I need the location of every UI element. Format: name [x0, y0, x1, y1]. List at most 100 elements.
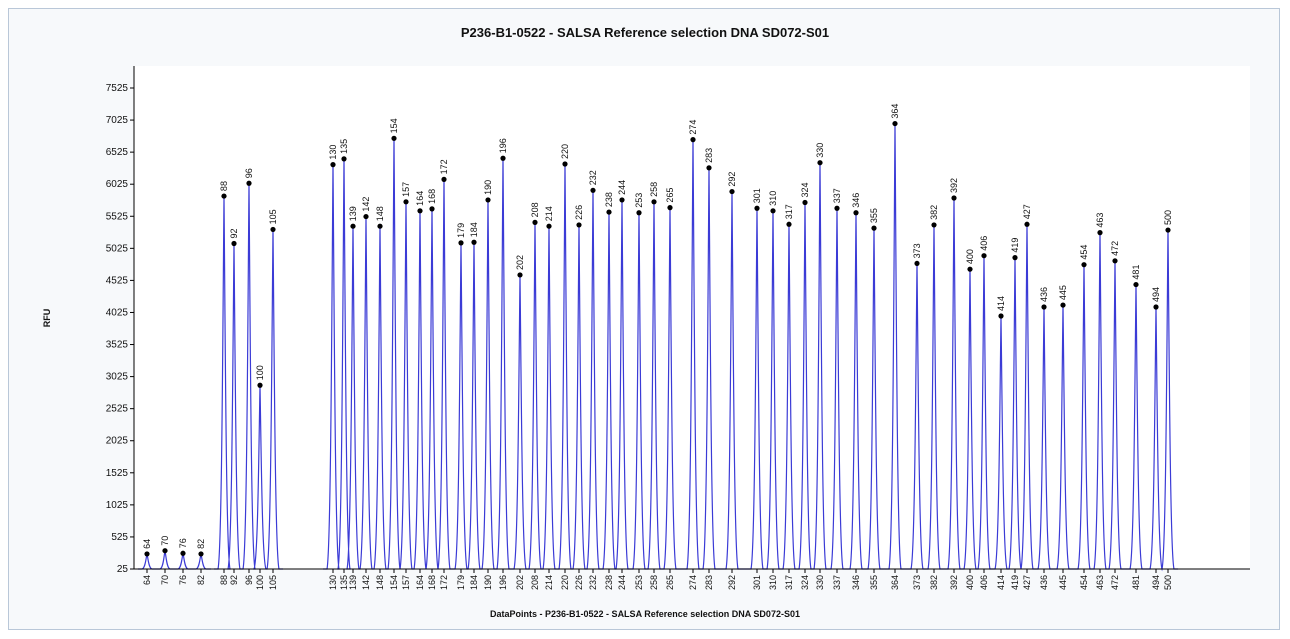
x-tick-label: 214 [544, 575, 554, 590]
peak-marker [1024, 221, 1030, 227]
y-tick-label: 1525 [106, 468, 129, 479]
peak-marker [951, 195, 957, 201]
x-tick-label: 232 [588, 575, 598, 590]
peak-marker [500, 155, 506, 161]
x-tick-label: 346 [851, 575, 861, 590]
peak-label: 373 [912, 243, 922, 258]
peak-label: 364 [890, 104, 900, 119]
peak-marker [363, 213, 369, 220]
y-tick-label: 5025 [106, 243, 129, 254]
x-tick-label: 373 [912, 575, 922, 590]
peak-label: 202 [515, 255, 525, 270]
peak-marker [786, 221, 792, 227]
peak-marker [485, 197, 491, 203]
peak-label: 184 [469, 222, 479, 237]
peak-marker [1133, 281, 1139, 288]
peak-marker [729, 188, 735, 195]
x-tick-label: 244 [617, 575, 627, 590]
peak-label: 164 [415, 191, 425, 206]
peak-marker [377, 223, 383, 229]
peak-marker [403, 199, 409, 205]
peak-marker [162, 548, 168, 554]
peak-marker [1041, 304, 1047, 310]
x-tick-label: 258 [649, 575, 659, 590]
peak-label: 92 [229, 229, 239, 239]
peak-marker [967, 266, 973, 272]
peak-marker [590, 187, 596, 193]
x-tick-label: 355 [869, 575, 879, 590]
x-tick-label: 481 [1131, 575, 1141, 590]
x-tick-label: 364 [890, 575, 900, 590]
peak-marker [458, 240, 464, 246]
peak-marker [198, 551, 204, 557]
peak-marker [517, 272, 523, 278]
peak-marker [391, 135, 397, 141]
peak-marker [180, 550, 186, 556]
y-tick-label: 6525 [106, 147, 129, 158]
peak-label: 337 [832, 188, 842, 203]
peak-label: 226 [574, 205, 584, 220]
peak-label: 96 [244, 168, 254, 178]
x-tick-label: 82 [196, 575, 206, 585]
x-tick-label: 414 [996, 575, 1006, 590]
peak-marker [221, 193, 227, 199]
x-tick-label: 436 [1039, 575, 1049, 590]
x-tick-label: 494 [1151, 575, 1161, 590]
peak-marker [1153, 304, 1159, 310]
peak-label: 283 [704, 148, 714, 163]
peak-label: 130 [328, 145, 338, 160]
peak-marker [429, 206, 435, 212]
peak-marker [619, 197, 625, 203]
x-tick-label: 382 [929, 575, 939, 590]
chart-title: P236-B1-0522 - SALSA Reference selection… [460, 25, 830, 40]
y-tick-label: 3025 [106, 372, 129, 383]
x-tick-label: 92 [229, 575, 239, 585]
x-tick-label: 253 [634, 575, 644, 590]
peak-marker [667, 205, 673, 211]
x-tick-label: 100 [255, 575, 265, 590]
x-tick-label: 292 [727, 575, 737, 590]
peak-label: 154 [389, 118, 399, 133]
x-tick-label: 226 [574, 575, 584, 590]
peak-trace-segment [214, 183, 283, 570]
peak-label: 419 [1010, 238, 1020, 253]
peak-marker [606, 209, 612, 215]
peak-label: 355 [869, 208, 879, 223]
x-tick-label: 88 [219, 575, 229, 585]
x-tick-label: 164 [415, 575, 425, 590]
x-axis-label: DataPoints - P236-B1-0522 - SALSA Refere… [490, 609, 800, 619]
peak-label: 238 [604, 192, 614, 207]
y-tick-label: 2525 [106, 404, 129, 415]
x-tick-label: 310 [768, 575, 778, 590]
x-tick-label: 427 [1022, 575, 1032, 590]
peak-label: 88 [219, 181, 229, 191]
peak-label: 148 [375, 206, 385, 221]
x-tick-label: 454 [1079, 575, 1089, 590]
x-tick-label: 70 [160, 575, 170, 585]
peak-label: 179 [456, 223, 466, 238]
peak-label: 472 [1110, 241, 1120, 256]
peak-marker [892, 120, 898, 127]
peak-label: 76 [178, 538, 188, 548]
peak-label: 436 [1039, 287, 1049, 302]
x-tick-label: 168 [427, 575, 437, 590]
x-tick-label: 190 [483, 575, 493, 590]
y-tick-label: 4025 [106, 307, 129, 318]
peak-marker [330, 162, 336, 168]
peak-label: 346 [851, 193, 861, 208]
peak-marker [441, 176, 447, 182]
peak-label: 500 [1163, 210, 1173, 225]
y-tick-label: 5525 [106, 211, 129, 222]
x-tick-label: 64 [142, 575, 152, 585]
peak-marker [651, 199, 657, 205]
peak-label: 301 [752, 188, 762, 203]
peak-label: 100 [255, 365, 265, 380]
peak-label: 494 [1151, 287, 1161, 302]
peak-marker [802, 199, 808, 206]
peak-marker [1081, 262, 1087, 268]
peak-label: 244 [617, 180, 627, 195]
peak-marker [931, 222, 937, 228]
peak-marker [1012, 255, 1018, 261]
x-tick-label: 500 [1163, 575, 1173, 590]
